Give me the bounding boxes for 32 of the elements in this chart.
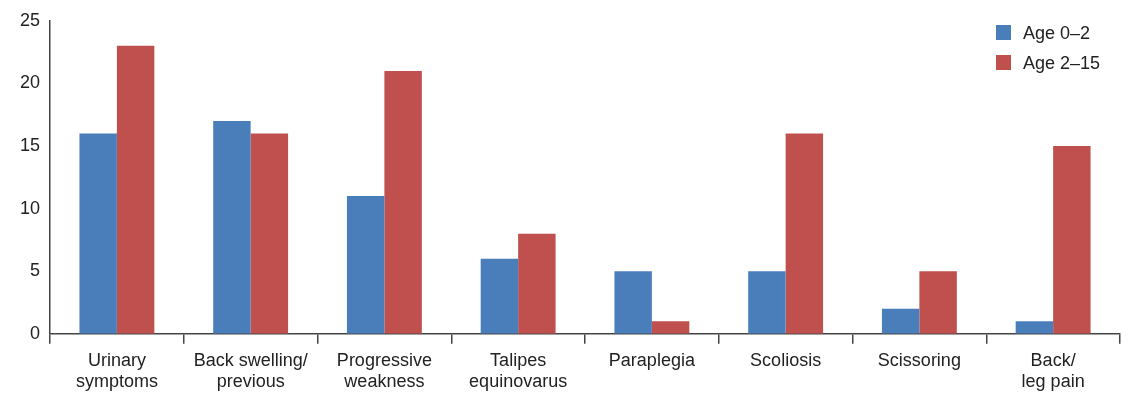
bar	[79, 133, 117, 334]
bar	[116, 45, 155, 334]
y-tick-label: 20	[19, 72, 41, 93]
y-tick-label: 25	[19, 9, 41, 30]
bar	[384, 70, 422, 334]
y-tick-label: 10	[19, 197, 41, 218]
y-tick-label: 15	[19, 134, 41, 155]
bar	[614, 271, 652, 334]
bar	[250, 133, 289, 334]
x-tick-label: Back/ leg pain	[1021, 349, 1085, 392]
x-tick-label: Progressive weakness	[336, 349, 432, 392]
bar	[1015, 321, 1054, 334]
x-tick-label: Back swelling/ previous	[193, 349, 308, 392]
bar	[518, 233, 556, 334]
bar	[1053, 146, 1091, 334]
x-tick-label: Paraplegia	[608, 349, 696, 370]
bar	[881, 308, 920, 334]
bar	[213, 120, 251, 334]
bar	[785, 133, 824, 334]
x-tick-label: Scoliosis	[750, 349, 822, 370]
legend-label: Age 0–2	[1022, 23, 1090, 43]
bar	[651, 321, 690, 334]
x-tick-label: Scissoring	[877, 349, 961, 370]
bar	[748, 271, 786, 334]
y-tick-label: 0	[30, 322, 41, 343]
bar	[346, 196, 385, 334]
bar	[919, 271, 957, 334]
bar	[480, 258, 519, 334]
y-tick-label: 5	[30, 260, 41, 281]
x-tick-label: Urinary symptoms	[75, 349, 158, 392]
legend-label: Age 2–15	[1022, 53, 1100, 73]
x-tick-label: Talipes equinovarus	[469, 349, 568, 392]
